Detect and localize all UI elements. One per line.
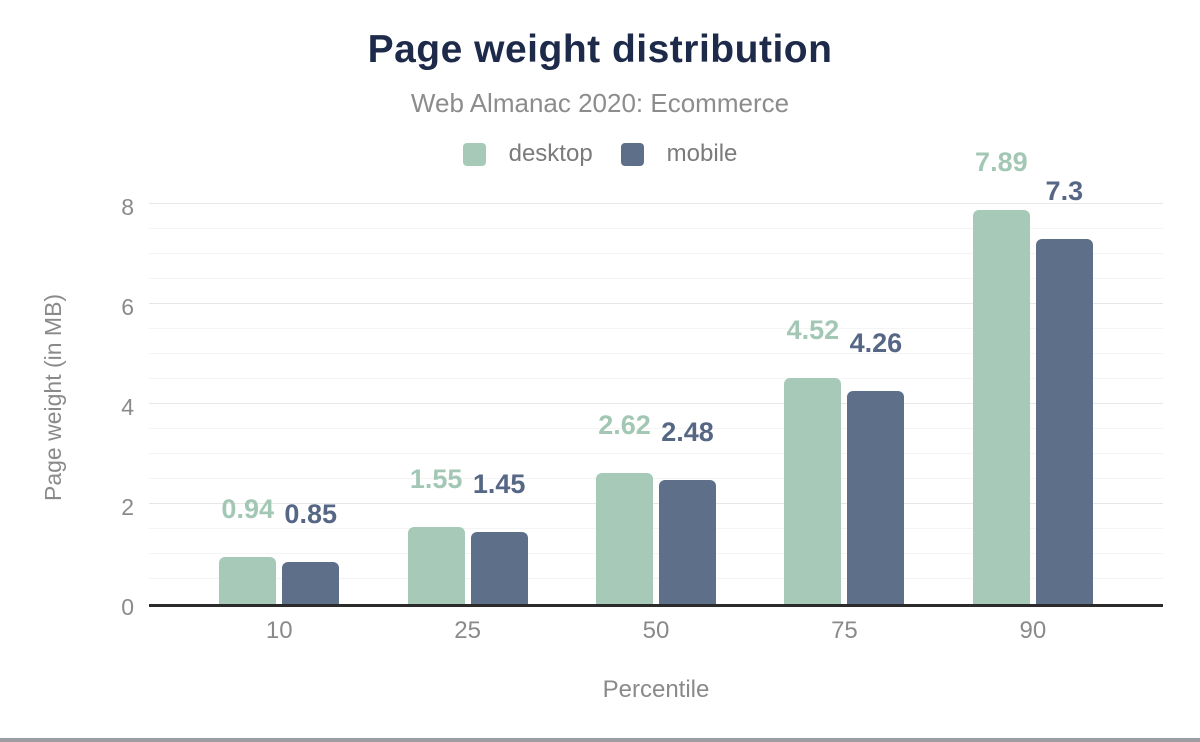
bar-label-mobile-p25: 1.45 (472, 468, 526, 499)
bar-desktop-p90[interactable]: 7.89 (972, 148, 1030, 604)
y-tick-4: 4 (121, 394, 134, 420)
gridline-8 (149, 203, 1163, 204)
bar-group-p50: 2.62 2.48 50 (562, 187, 750, 644)
gridline-1.5 (149, 528, 1163, 529)
gridline-5.5 (149, 328, 1163, 329)
gridline-4 (149, 403, 1163, 404)
bar-label-mobile-p75: 4.26 (849, 328, 903, 358)
bar-desktop-p25[interactable]: 1.55 (407, 465, 465, 604)
x-tick-75: 75 (831, 617, 858, 644)
gridline-3.5 (149, 428, 1163, 429)
y-tick-8: 8 (121, 194, 134, 220)
bar-desktop-p10[interactable]: 0.94 (219, 496, 277, 604)
x-tick-10: 10 (265, 617, 293, 644)
mobile-swatch-icon (620, 142, 644, 166)
bar-mobile-p90[interactable]: 7.3 (1035, 178, 1093, 604)
gridline-5 (149, 353, 1163, 354)
gridline-0.5 (149, 578, 1163, 579)
bar-mobile-p75[interactable]: 4.26 (847, 330, 905, 604)
chart-subtitle: Web Almanac 2020: Ecommerce (410, 88, 790, 118)
bar-label-mobile-p10: 0.85 (284, 498, 337, 529)
bars-layer: 0.94 0.85 10 1.55 1.45 25 2.62 2.48 50 4.52 4.26 75… (185, 148, 1127, 644)
bar-label-mobile-p50: 2.48 (661, 417, 714, 447)
gridline-7 (149, 253, 1163, 254)
bar-mobile-p25[interactable]: 1.45 (470, 470, 528, 604)
x-tick-90: 90 (1019, 617, 1047, 644)
chart-title: Page weight distribution (367, 28, 833, 71)
bar-group-p75: 4.52 4.26 75 (750, 187, 938, 644)
y-tick-6: 6 (121, 294, 134, 320)
x-tick-50: 50 (642, 617, 670, 644)
bar-label-desktop-p25: 1.55 (409, 463, 463, 494)
bar-desktop-p50[interactable]: 2.62 (596, 412, 654, 604)
gridline-2.5 (149, 478, 1163, 479)
legend-item-mobile[interactable]: mobile (620, 140, 738, 168)
gridline-1 (149, 553, 1163, 554)
bar-label-desktop-p50: 2.62 (598, 410, 651, 440)
x-axis-title: Percentile (602, 676, 710, 703)
bar-label-desktop-p90: 7.89 (975, 146, 1028, 177)
gridline-3 (149, 453, 1163, 454)
legend-item-desktop[interactable]: desktop (462, 140, 593, 168)
gridline-2 (149, 503, 1163, 504)
legend-label-desktop: desktop (508, 140, 593, 167)
bar-mobile-p10[interactable]: 0.85 (282, 500, 340, 604)
bar-mobile-p50[interactable]: 2.48 (659, 419, 717, 604)
gridline-4.5 (149, 378, 1163, 379)
bar-label-desktop-p75: 4.52 (786, 315, 840, 345)
gridline-6.5 (149, 278, 1163, 279)
bar-desktop-p75[interactable]: 4.52 (784, 317, 842, 604)
bar-label-desktop-p10: 0.94 (221, 494, 274, 524)
y-tick-0: 0 (121, 594, 134, 620)
bar-group-p10: 0.94 0.85 10 (185, 187, 373, 644)
gridline-7.5 (149, 228, 1163, 229)
desktop-swatch-icon (462, 142, 486, 166)
y-tick-2: 2 (121, 494, 134, 520)
bar-group-p90: 7.89 7.3 90 (939, 148, 1127, 644)
gridline-6 (149, 303, 1163, 304)
bar-label-mobile-p90: 7.3 (1045, 176, 1084, 206)
bar-group-p25: 1.55 1.45 25 (373, 187, 561, 644)
legend: desktop mobile (0, 140, 1200, 168)
legend-label-mobile: mobile (666, 140, 738, 167)
x-tick-25: 25 (454, 617, 481, 644)
plot-area: 0.94 0.85 10 1.55 1.45 25 2.62 2.48 50 4.52 4.26 75… (149, 148, 1163, 644)
